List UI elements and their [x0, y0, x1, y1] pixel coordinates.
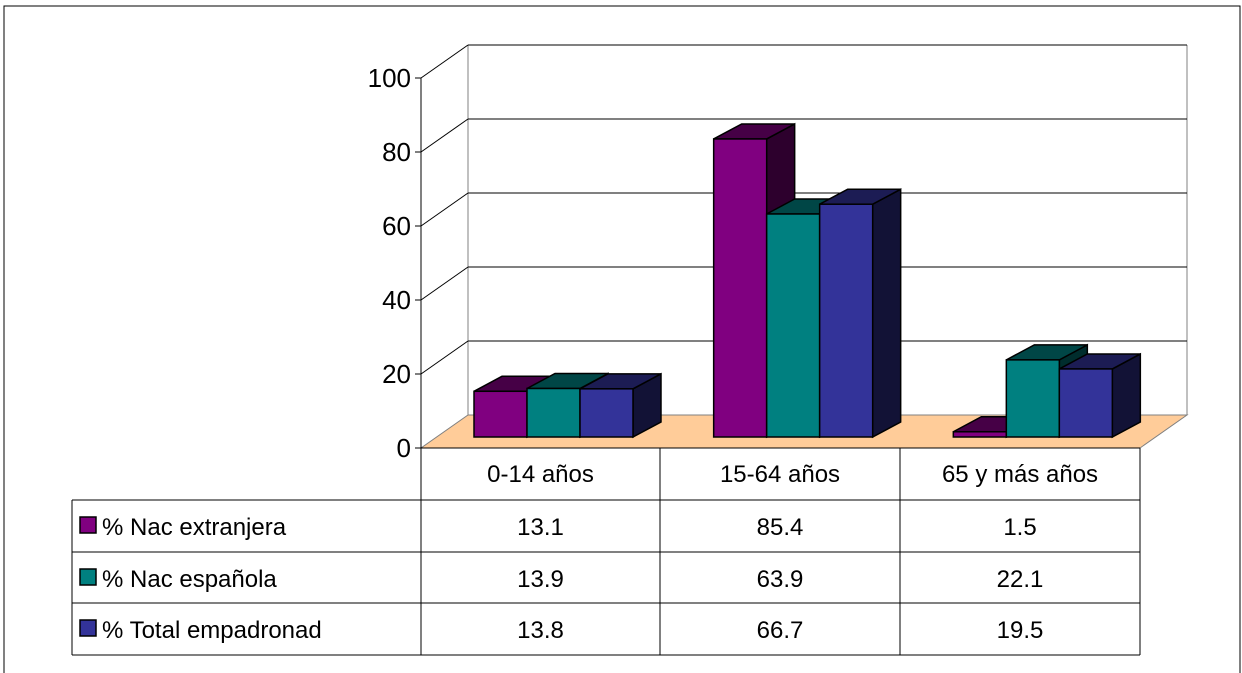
- legend-series-label: % Total empadronad: [102, 617, 322, 644]
- y-tick-label: 0: [397, 433, 411, 463]
- bar-front: [818, 203, 874, 438]
- legend-series-label: % Nac extranjera: [102, 514, 287, 541]
- legend-swatch: [79, 568, 97, 586]
- bar: [1058, 352, 1142, 439]
- bar-front: [1005, 359, 1061, 438]
- data-table-value: 19.5: [997, 617, 1044, 644]
- data-table-value: 66.7: [757, 617, 804, 644]
- bar-front: [473, 390, 528, 438]
- y-axis: 0 20 40 60 80 100: [368, 63, 422, 463]
- data-table-value: 1.5: [1003, 514, 1036, 541]
- y-tick-label: 80: [382, 137, 411, 167]
- data-table-value: 22.1: [997, 566, 1044, 593]
- data-table: 0-14 años 15-64 años 65 y más años % Nac ex…: [71, 447, 1141, 656]
- bar-front: [1058, 368, 1114, 438]
- y-tick-label: 20: [382, 359, 411, 389]
- legend-swatch: [79, 619, 97, 637]
- gridline-side: [420, 118, 469, 153]
- x-category-label: 15-64 años: [720, 461, 840, 488]
- gridline-side: [420, 44, 469, 79]
- data-table-value: 63.9: [757, 566, 804, 593]
- y-tick-label: 100: [368, 63, 411, 93]
- y-tick-label: 60: [382, 211, 411, 241]
- bar-front: [526, 387, 581, 438]
- gridline-side: [420, 192, 469, 227]
- data-table-value: 85.4: [757, 514, 804, 541]
- legend-swatch: [79, 516, 97, 534]
- x-category-label: 65 y más años: [942, 461, 1098, 488]
- data-table-value: 13.8: [517, 617, 564, 644]
- x-category-label: 0-14 años: [487, 461, 594, 488]
- bar-front: [712, 138, 768, 438]
- data-table-value: 13.1: [517, 514, 564, 541]
- data-table-value: 13.9: [517, 566, 564, 593]
- legend-series-label: % Nac española: [102, 566, 277, 593]
- y-tick-label: 40: [382, 285, 411, 315]
- bar-side: [871, 187, 902, 439]
- chart-border: [3, 5, 1241, 673]
- bar-front: [579, 388, 634, 438]
- gridline-side: [420, 340, 469, 375]
- bar: [579, 372, 662, 439]
- gridline-side: [420, 266, 469, 301]
- bar-front: [952, 431, 1008, 438]
- bar: [818, 187, 902, 439]
- bars: [473, 122, 1142, 439]
- bar-front: [765, 213, 821, 438]
